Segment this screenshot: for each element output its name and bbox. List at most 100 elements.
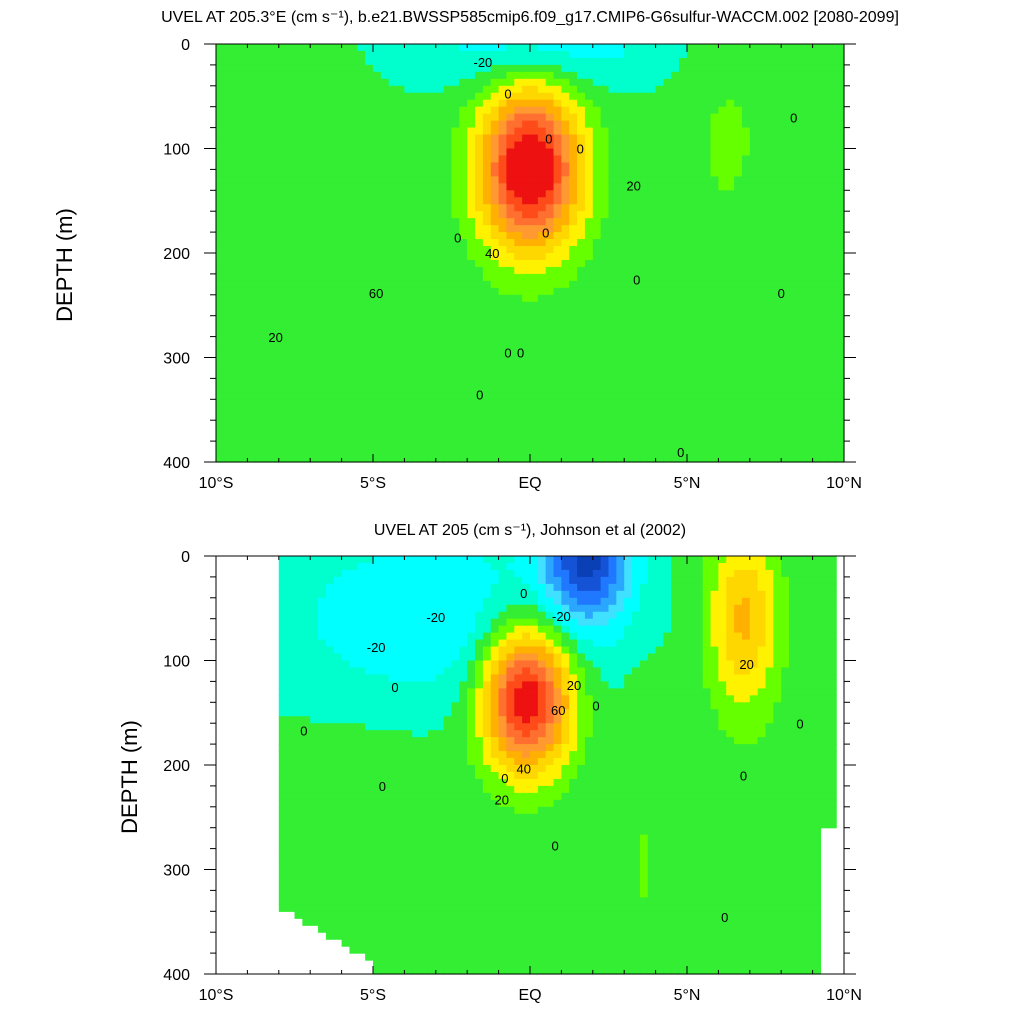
contour-cell (333, 204, 343, 212)
contour-cell (412, 246, 421, 254)
contour-cell (427, 392, 437, 400)
contour-cell (231, 148, 241, 157)
contour-cell (655, 287, 665, 296)
contour-cell (749, 399, 759, 407)
contour-cell (263, 413, 272, 421)
contour-cell (624, 455, 633, 463)
contour-cell (443, 78, 453, 87)
contour-cell (537, 106, 547, 115)
contour-cell (239, 176, 248, 184)
contour-cell (294, 113, 303, 122)
contour-cell (545, 392, 555, 400)
contour-cell (828, 266, 837, 275)
contour-cell (365, 413, 374, 421)
contour-cell (812, 246, 822, 254)
contour-cell (545, 371, 555, 379)
contour-cell (702, 322, 712, 331)
contour-cell (341, 322, 351, 331)
contour-cell (216, 155, 225, 164)
contour-cell (561, 204, 570, 212)
contour-cell (812, 427, 822, 435)
contour-cell (333, 44, 343, 52)
contour-cell (435, 120, 445, 129)
contour-cell (255, 420, 264, 428)
contour-cell (694, 78, 704, 87)
contour-cell (624, 315, 633, 324)
contour-cell (796, 57, 806, 66)
contour-cell (734, 280, 743, 289)
contour-cell (600, 322, 610, 331)
contour-cell (506, 406, 515, 414)
contour-cell (286, 618, 296, 627)
contour-cell (318, 280, 327, 289)
contour-cell (765, 329, 774, 338)
contour-cell (553, 392, 562, 400)
contour-cell (318, 204, 327, 212)
contour-cell (514, 385, 523, 393)
contour-cell (357, 134, 366, 143)
contour-cell (561, 406, 570, 414)
contour-cell (561, 225, 570, 233)
contour-cell (412, 273, 421, 282)
contour-cell (365, 420, 374, 428)
contour-cell (498, 385, 508, 393)
contour-cell (789, 50, 798, 59)
contour-cell (341, 197, 351, 205)
contour-cell (451, 336, 460, 345)
contour-cell (388, 294, 398, 303)
contour-cell (702, 371, 712, 379)
contour-cell (734, 441, 743, 449)
contour-cell (459, 162, 468, 170)
contour-cell (702, 427, 712, 435)
contour-cell (231, 232, 241, 240)
contour-cell (278, 702, 288, 710)
contour-cell (553, 315, 562, 324)
contour-cell (616, 322, 625, 331)
contour-cell (632, 253, 641, 261)
contour-cell (804, 99, 814, 108)
contour-cell (734, 169, 743, 177)
contour-cell (506, 385, 515, 393)
contour-cell (820, 232, 829, 240)
contour-cell (443, 190, 453, 198)
contour-cell (216, 92, 225, 101)
contour-cell (702, 273, 712, 282)
contour-cell (765, 148, 774, 157)
contour-cell (302, 106, 311, 115)
contour-cell (639, 308, 649, 317)
contour-cell (718, 204, 727, 212)
contour-cell (349, 57, 358, 66)
contour-cell (773, 190, 782, 198)
contour-cell (443, 301, 453, 310)
contour-cell (561, 211, 570, 219)
contour-cell (427, 294, 437, 303)
contour-cell (490, 448, 500, 456)
contour-cell (325, 420, 335, 428)
contour-cell (592, 364, 602, 373)
contour-cell (702, 392, 712, 400)
contour-cell (380, 455, 390, 463)
contour-cell (286, 315, 296, 324)
contour-cell (286, 190, 296, 198)
contour-cell (584, 308, 594, 317)
contour-cell (451, 357, 460, 366)
contour-cell (388, 141, 398, 150)
contour-cell (459, 169, 468, 177)
contour-cell (812, 127, 822, 136)
contour-cell (325, 371, 335, 379)
contour-cell (765, 120, 774, 129)
contour-cell (404, 218, 413, 226)
contour-cell (467, 406, 476, 414)
contour-cell (545, 378, 555, 386)
contour-cell (663, 413, 672, 421)
contour-cell (694, 239, 704, 247)
contour-cell (255, 183, 264, 191)
contour-cell (694, 169, 704, 177)
contour-cell (522, 106, 531, 115)
contour-cell (216, 343, 225, 352)
contour-cell (396, 280, 405, 289)
contour-cell (427, 455, 437, 463)
contour-cell (553, 259, 562, 268)
contour-cell (584, 78, 594, 87)
contour-cell (263, 92, 272, 101)
